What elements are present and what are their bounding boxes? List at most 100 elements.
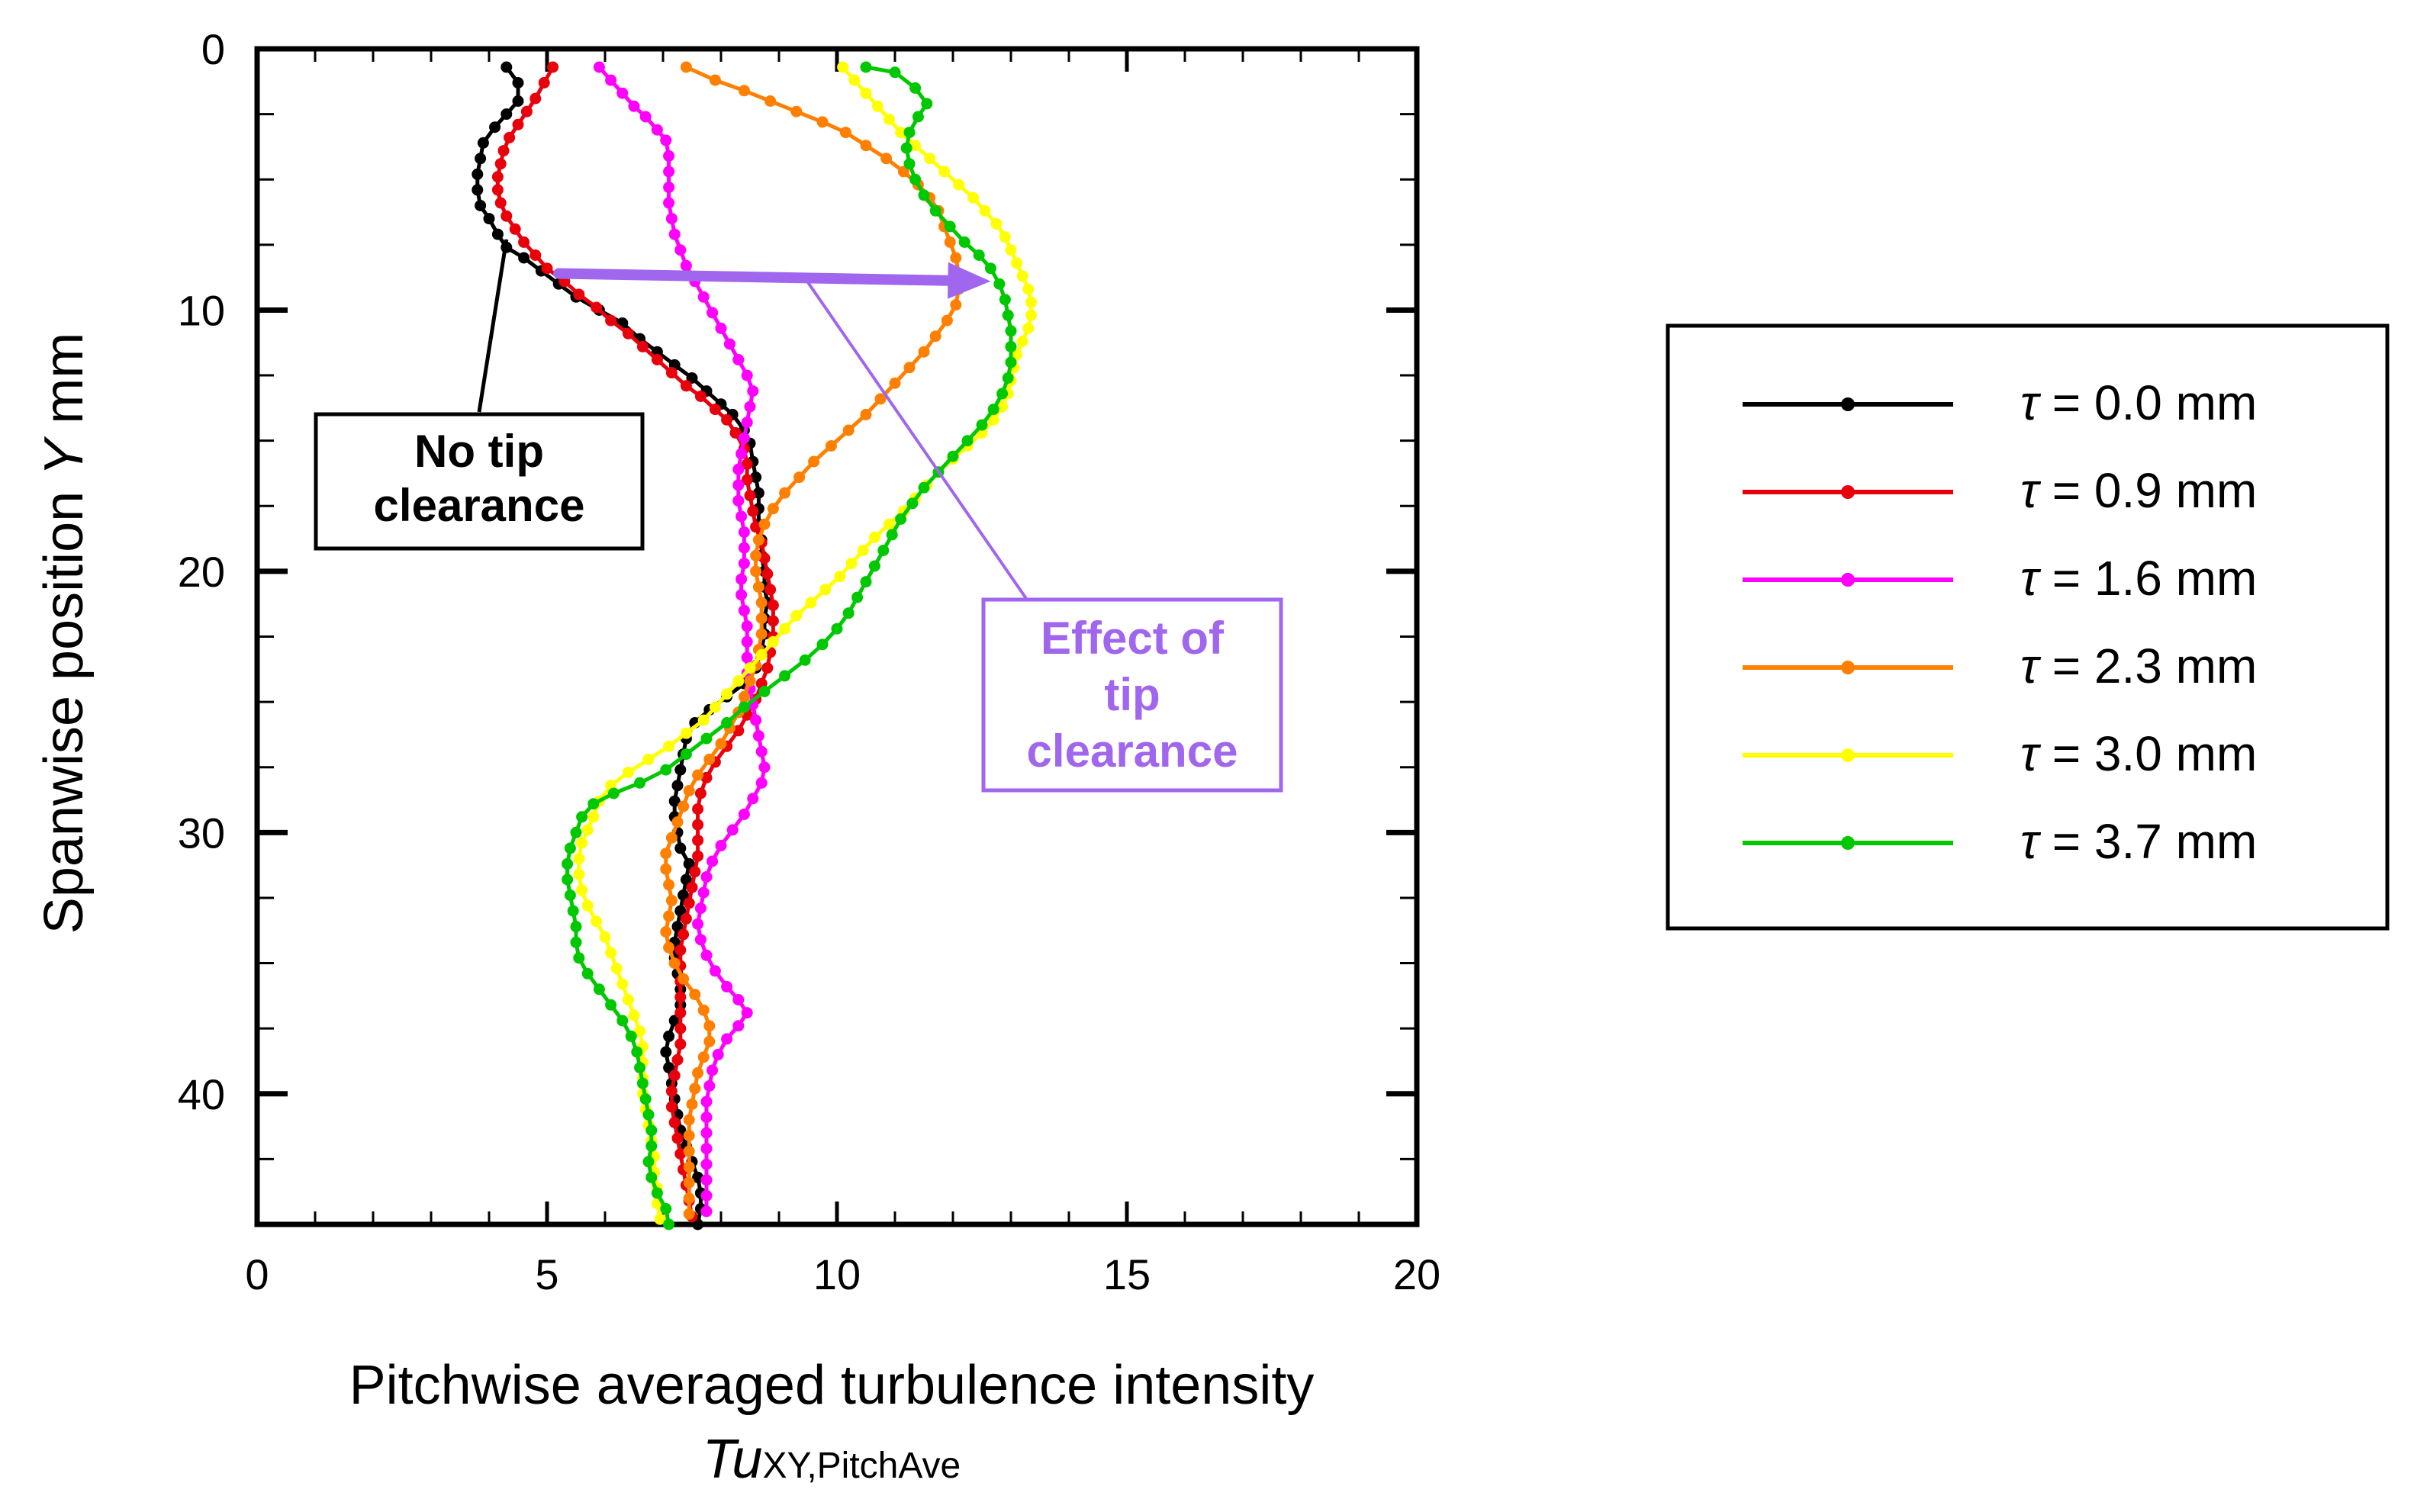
x-tick-label: 10 [813, 1250, 861, 1298]
data-point [712, 1048, 724, 1060]
data-point [576, 811, 588, 823]
data-point [909, 140, 922, 152]
data-point [709, 965, 721, 977]
data-point [562, 857, 574, 870]
data-point [674, 842, 687, 854]
data-point [961, 435, 974, 447]
data-point [628, 1009, 640, 1021]
no-tip-arrow [477, 238, 510, 413]
legend-box [1666, 323, 2390, 931]
data-point [744, 662, 756, 674]
data-point [663, 182, 675, 193]
data-point [721, 717, 733, 729]
data-point [700, 1127, 713, 1139]
data-point [715, 738, 727, 750]
data-point [671, 1132, 684, 1144]
data-point [689, 989, 701, 1001]
data-point [692, 819, 704, 831]
data-point [706, 307, 719, 319]
data-point [501, 108, 513, 121]
data-point [628, 100, 640, 112]
data-point [475, 153, 487, 165]
data-point [538, 77, 550, 88]
data-point [834, 571, 846, 583]
data-point [689, 866, 701, 878]
data-point [625, 1030, 637, 1042]
data-point [738, 808, 750, 820]
data-point [703, 1035, 716, 1047]
data-point [747, 793, 759, 805]
data-point [764, 95, 777, 107]
data-point [709, 404, 721, 416]
data-point [819, 584, 832, 596]
data-point [587, 811, 600, 823]
data-point [886, 529, 898, 541]
data-point [750, 521, 762, 533]
data-point [678, 800, 690, 812]
x-tick-label: 0 [245, 1250, 269, 1298]
data-point [941, 314, 953, 327]
data-point [483, 213, 495, 225]
data-point [605, 999, 617, 1011]
effect-box [981, 597, 1283, 793]
data-point [973, 249, 985, 261]
data-point [642, 1156, 655, 1168]
x-axis-title: Pitchwise averaged turbulence intensity [349, 1355, 1315, 1416]
data-point [752, 487, 764, 499]
data-point [697, 714, 710, 726]
data-point [504, 131, 516, 143]
data-point [593, 983, 605, 996]
data-point [678, 973, 690, 985]
data-point [721, 413, 733, 426]
data-point [674, 944, 687, 956]
data-point [909, 82, 922, 94]
data-point [729, 426, 742, 439]
data-point [700, 1158, 713, 1170]
data-point [732, 354, 745, 365]
data-point [738, 542, 750, 554]
data-point [671, 921, 684, 933]
data-point [1002, 309, 1014, 321]
data-point [752, 581, 764, 593]
data-point [674, 991, 687, 1003]
data-point [1025, 309, 1038, 321]
data-point [573, 853, 585, 865]
data-point [477, 137, 489, 149]
data-point [562, 873, 574, 886]
data-point [738, 85, 750, 97]
data-point [1011, 349, 1023, 361]
data-point [642, 1108, 655, 1121]
data-point [755, 777, 768, 789]
series-4 [573, 61, 1038, 1225]
data-point [654, 1213, 666, 1225]
effect-arrow-shaft [553, 268, 954, 286]
data-point [929, 330, 941, 343]
data-point [758, 685, 771, 697]
data-point [747, 385, 759, 397]
data-point [512, 77, 524, 88]
data-point [732, 463, 745, 475]
data-point [668, 795, 681, 807]
data-point [686, 372, 698, 384]
data-point [874, 393, 887, 405]
data-point [491, 184, 504, 196]
data-point [697, 886, 710, 899]
data-point [747, 505, 759, 517]
y-axis-title-prefix: Spanwise position [34, 476, 95, 934]
x-tick-label: 5 [535, 1250, 558, 1298]
data-point [723, 338, 735, 350]
data-point [755, 649, 768, 661]
y-axis-title-suffix: mm [34, 333, 95, 439]
data-point [494, 197, 507, 209]
y-tick-label: 40 [178, 1070, 225, 1118]
data-point [831, 622, 843, 635]
data-point [683, 1130, 695, 1142]
data-point [700, 871, 713, 883]
data-point [752, 730, 764, 742]
data-point [805, 597, 817, 609]
legend: τ = 0.0 mm τ = 0.9 mm τ = 1.6 mm τ = 2.3… [1666, 323, 2390, 931]
data-point [700, 771, 713, 783]
data-point [738, 558, 750, 570]
y-axis-title: Spanwise position Y mm [34, 333, 95, 934]
legend-label: τ = 3.0 mm [2020, 726, 2257, 781]
